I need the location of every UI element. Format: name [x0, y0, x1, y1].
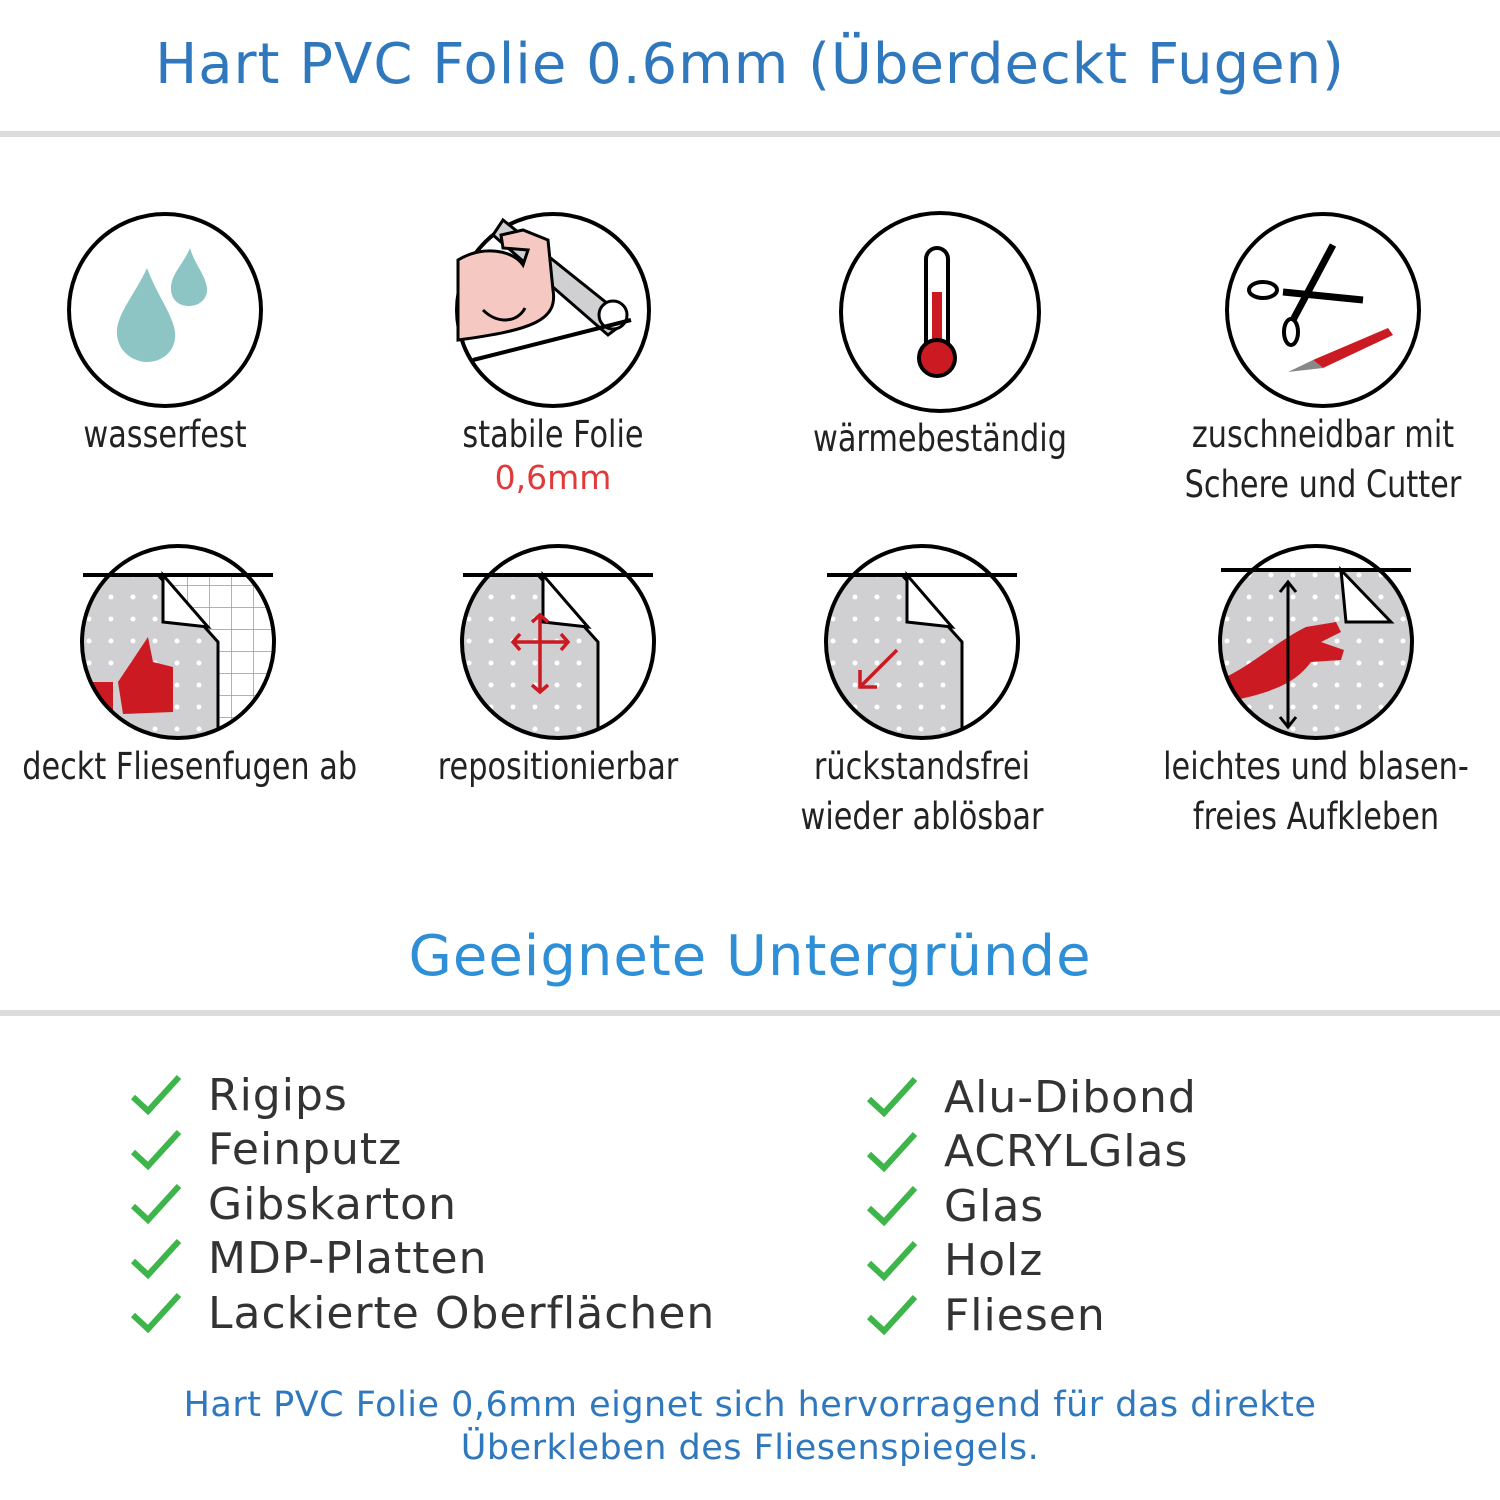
feature-label: zuschneidbar mit	[1191, 413, 1455, 456]
check-icon	[866, 1131, 918, 1173]
check-icon	[130, 1184, 182, 1225]
thermometer-icon	[839, 211, 1041, 413]
list-item-label: Alu-Dibond	[944, 1071, 1197, 1123]
footer-note: Hart PVC Folie 0,6mm eignet sich hervorr…	[0, 1384, 1500, 1470]
list-item-label: Fliesen	[944, 1289, 1106, 1341]
thumbs-up-tiles-icon	[80, 544, 276, 740]
list-item: Alu-Dibond	[866, 1070, 1197, 1125]
list-item: Holz	[866, 1234, 1197, 1289]
list-item: ACRYLGlas	[866, 1125, 1197, 1180]
list-item: MDP-Platten	[130, 1232, 715, 1287]
section-title: Geeignete Untergründe	[408, 924, 1092, 989]
surfaces-list-right: Alu-Dibond ACRYLGlas Glas Holz Fliesen	[866, 1070, 1197, 1343]
scissors-cutter-icon	[1225, 212, 1421, 408]
check-icon	[130, 1238, 182, 1280]
check-icon	[866, 1240, 918, 1282]
list-item-label: Glas	[944, 1180, 1045, 1232]
list-item-label: Rigips	[208, 1069, 348, 1121]
strong-arm-icon	[455, 212, 651, 408]
feature-label: leichtes und blasen-	[1163, 745, 1469, 788]
feature-label-line2: freies Aufkleben	[1192, 795, 1440, 838]
check-icon	[866, 1295, 918, 1336]
list-item: Fliesen	[866, 1288, 1197, 1343]
feature-leichtes-aufkleben: leichtes und blasen- freies Aufkleben	[1126, 542, 1500, 842]
feature-label-line2: wieder ablösbar	[800, 795, 1044, 838]
list-item: Gibskarton	[130, 1177, 715, 1232]
feature-repositionierbar: repositionierbar	[368, 542, 748, 792]
list-item: Glas	[866, 1179, 1197, 1234]
list-item-label: Holz	[944, 1235, 1044, 1287]
divider	[0, 131, 1500, 137]
feature-wasserfest: wasserfest	[0, 210, 355, 460]
feature-rueckstandsfrei: rückstandsfrei wieder ablösbar	[732, 542, 1112, 842]
feature-label: rückstandsfrei	[813, 745, 1031, 788]
list-item-label: Feinputz	[208, 1124, 403, 1176]
feature-label: wasserfest	[83, 413, 247, 456]
feature-label: repositionierbar	[437, 745, 679, 788]
feature-sublabel: 0,6mm	[494, 458, 612, 497]
check-icon	[866, 1186, 918, 1227]
list-item-label: Gibskarton	[208, 1178, 457, 1230]
feature-waermebestaendig: wärmebeständig	[750, 210, 1130, 464]
feature-label: deckt Fliesenfugen ab	[22, 745, 358, 788]
check-icon	[866, 1077, 918, 1118]
feature-label-line2: Schere und Cutter	[1184, 463, 1462, 506]
feature-zuschneidbar: zuschneidbar mit Schere und Cutter	[1133, 210, 1500, 510]
feature-label: wärmebeständig	[813, 417, 1067, 460]
list-item: Feinputz	[130, 1123, 715, 1178]
footer-line-2: Überkleben des Fliesenspiegels.	[460, 1428, 1040, 1468]
list-item-label: Lackierte Oberflächen	[208, 1287, 716, 1339]
footer-line-1: Hart PVC Folie 0,6mm eignet sich hervorr…	[183, 1385, 1317, 1425]
list-item-label: MDP-Platten	[208, 1233, 488, 1285]
move-arrows-icon	[460, 544, 656, 740]
check-icon	[130, 1075, 182, 1116]
feature-label: stabile Folie	[462, 413, 644, 456]
surfaces-list-left: Rigips Feinputz Gibskarton MDP-Platten L…	[130, 1068, 715, 1341]
hand-smooth-icon	[1218, 544, 1414, 740]
feature-stabile-folie: stabile Folie 0,6mm	[363, 210, 743, 496]
list-item: Lackierte Oberflächen	[130, 1286, 715, 1341]
list-item: Rigips	[130, 1068, 715, 1123]
section-divider	[0, 1010, 1500, 1016]
check-icon	[130, 1129, 182, 1171]
feature-fliesenfugen: deckt Fliesenfugen ab	[0, 542, 368, 792]
check-icon	[130, 1293, 182, 1334]
peel-arrow-icon	[824, 544, 1020, 740]
page-title: Hart PVC Folie 0.6mm (Überdeckt Fugen)	[155, 32, 1345, 97]
water-drops-icon	[67, 212, 263, 408]
list-item-label: ACRYLGlas	[944, 1126, 1189, 1178]
